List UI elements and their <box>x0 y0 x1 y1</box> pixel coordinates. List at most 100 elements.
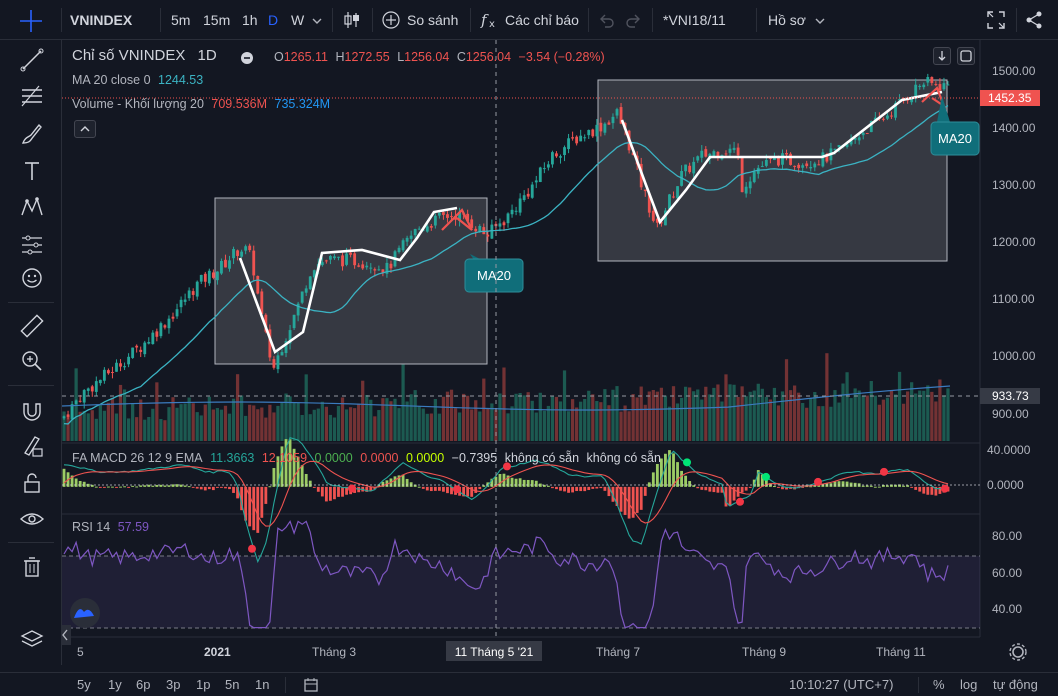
zigzag-drawing[interactable] <box>238 206 458 355</box>
arrow-drawing[interactable] <box>441 208 473 231</box>
zoom-in-icon[interactable] <box>19 348 45 374</box>
candle <box>458 211 461 221</box>
prediction-tool-icon[interactable] <box>19 232 45 258</box>
macd-histogram-bar <box>696 486 700 489</box>
object-tree-icon[interactable] <box>19 627 45 653</box>
fib-lines-icon[interactable] <box>19 84 45 110</box>
clock-timezone[interactable]: 10:10:27 (UTC+7) <box>789 677 894 692</box>
price-scale[interactable] <box>980 40 1040 672</box>
candle <box>857 137 861 141</box>
interval-d[interactable]: D <box>268 12 279 28</box>
gear-icon[interactable] <box>1009 643 1027 661</box>
macd-histogram-bar <box>236 486 239 499</box>
ma-legend[interactable]: MA 20 close 0 1244.53 <box>72 73 207 87</box>
indicators-fx-icon[interactable]: f x <box>480 10 502 30</box>
candle <box>143 342 147 355</box>
range-5n[interactable]: 5n <box>225 677 240 692</box>
scroll-down-button[interactable] <box>933 47 951 65</box>
collapse-legend-button[interactable] <box>74 120 96 138</box>
volume-bar <box>550 395 555 441</box>
volume-bar <box>373 416 377 441</box>
volume-bar <box>66 415 70 441</box>
candle <box>845 144 849 147</box>
candle <box>224 259 227 268</box>
ruler-icon[interactable] <box>19 313 45 339</box>
volume-legend[interactable]: Volume - Khối lượng 20 709.536M 735.324M <box>72 97 334 111</box>
plus-circle-icon[interactable] <box>381 10 401 30</box>
share-icon[interactable] <box>1024 10 1044 30</box>
interval-15m[interactable]: 15m <box>203 12 231 28</box>
ma20-callout[interactable]: MA20 <box>930 96 980 156</box>
volume-bar <box>538 392 542 441</box>
chevron-down-icon[interactable] <box>815 17 825 25</box>
arrow-drawing[interactable] <box>921 86 947 109</box>
tradingview-logo-icon[interactable] <box>70 598 100 628</box>
macd-histogram-bar <box>119 486 122 488</box>
macd-histogram-bar <box>530 480 534 487</box>
range-1n[interactable]: 1n <box>255 677 270 692</box>
trash-icon[interactable] <box>19 554 45 580</box>
chart-canvas[interactable]: MA20 MA20 1500.00 1400.00 1300.00 1200.0… <box>62 40 1040 672</box>
volume-bar <box>486 408 490 441</box>
interval-1h[interactable]: 1h <box>242 12 258 28</box>
candles-style-icon[interactable] <box>342 10 362 30</box>
candle <box>805 163 809 167</box>
compare-button[interactable]: So sánh <box>407 12 459 28</box>
pattern-tool-icon[interactable] <box>19 195 45 221</box>
eye-icon[interactable] <box>19 506 45 532</box>
volume-bar <box>445 391 450 441</box>
magnet-icon[interactable] <box>19 398 45 424</box>
ma20-callout[interactable]: MA20 <box>464 254 524 293</box>
collapse-arrow-icon[interactable] <box>62 625 71 645</box>
range-6p[interactable]: 6p <box>136 677 151 692</box>
brush-icon[interactable] <box>19 121 45 147</box>
range-1p[interactable]: 1p <box>196 677 211 692</box>
crosshair-icon[interactable] <box>18 8 44 34</box>
redo-icon[interactable] <box>626 12 642 28</box>
minus-circle-icon[interactable] <box>240 51 254 65</box>
volume-bar <box>518 392 522 441</box>
auto-scale-toggle[interactable]: tự động <box>993 677 1038 692</box>
volume-bar <box>901 403 906 441</box>
maximize-pane-button[interactable] <box>957 47 975 65</box>
undo-icon[interactable] <box>598 12 614 28</box>
volume-bar <box>704 386 708 441</box>
fullscreen-icon[interactable] <box>986 10 1006 30</box>
log-toggle[interactable]: log <box>960 677 978 692</box>
symbol-search-button[interactable]: VNINDEX <box>70 12 133 28</box>
candle <box>111 372 114 374</box>
chevron-down-icon[interactable] <box>312 17 322 25</box>
rsi-legend[interactable]: RSI 14 57.59 <box>72 520 153 534</box>
candle <box>672 196 675 198</box>
candle <box>837 144 841 148</box>
macd-histogram-bar <box>421 486 425 489</box>
volume-bar <box>70 405 74 441</box>
interval-5m[interactable]: 5m <box>171 12 191 28</box>
layout-name-button[interactable]: *VNI18/11 <box>663 12 726 28</box>
range-5y[interactable]: 5y <box>77 677 91 692</box>
bottom-toolbar: 5y 1y 6p 3p 1p 5n 1n 10:10:27 (UTC+7) % … <box>0 672 1058 696</box>
trend-line-icon[interactable] <box>19 47 45 73</box>
lock-drawing-icon[interactable] <box>19 433 45 459</box>
unlock-icon[interactable] <box>19 470 45 496</box>
calendar-icon[interactable] <box>303 677 319 693</box>
percent-toggle[interactable]: % <box>933 677 945 692</box>
macd-histogram-bar <box>926 486 930 495</box>
interval-w[interactable]: W <box>291 12 305 28</box>
macd-histogram-bar <box>692 485 696 487</box>
range-3p[interactable]: 3p <box>166 677 181 692</box>
candle <box>700 150 704 158</box>
smiley-icon[interactable] <box>19 265 45 291</box>
volume-bar <box>118 384 123 441</box>
volume-bar <box>720 401 724 441</box>
text-tool-icon[interactable] <box>19 158 45 184</box>
range-1y[interactable]: 1y <box>108 677 122 692</box>
macd-histogram-bar <box>615 486 619 506</box>
zigzag-drawing[interactable] <box>620 90 943 225</box>
profile-button[interactable]: Hồ sơ <box>768 12 806 28</box>
indicators-button[interactable]: Các chỉ báo <box>505 12 579 28</box>
macd-legend[interactable]: FA MACD 26 12 9 EMA 11.3663 12.1059 0.00… <box>72 451 665 465</box>
candle <box>886 115 889 119</box>
macd-histogram-bar <box>102 486 106 488</box>
volume-bars <box>62 353 950 441</box>
